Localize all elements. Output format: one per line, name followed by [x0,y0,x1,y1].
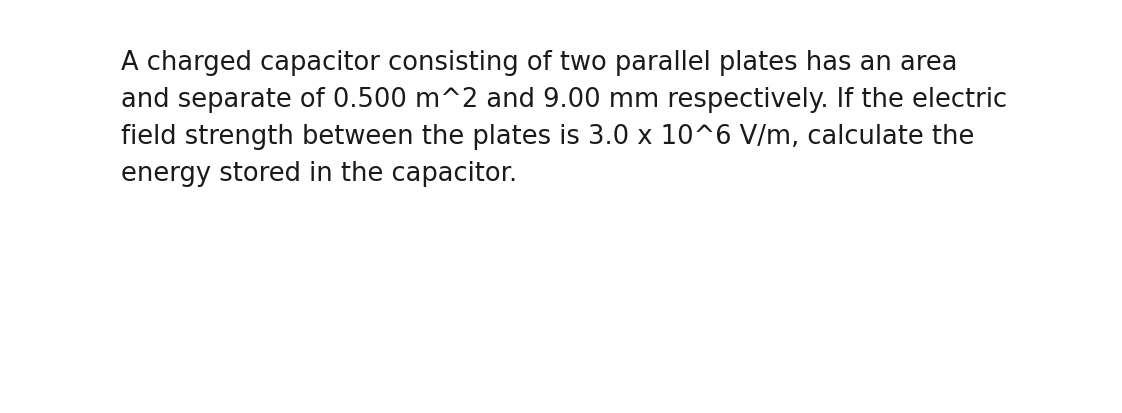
Text: A charged capacitor consisting of two parallel plates has an area
and separate o: A charged capacitor consisting of two pa… [121,50,1008,187]
